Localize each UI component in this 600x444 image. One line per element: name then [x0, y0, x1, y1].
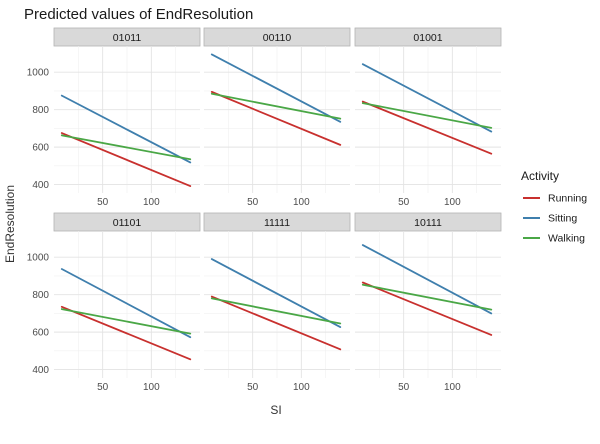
series-line-sitting: [60, 268, 192, 339]
x-tick-label: 100: [143, 197, 160, 208]
facet-strip-label: 11111: [264, 217, 290, 229]
series-line-running: [210, 295, 342, 351]
series-line-walking: [60, 134, 192, 161]
x-tick-label: 100: [293, 382, 310, 393]
x-tick-label: 100: [143, 382, 160, 393]
x-tick-label: 100: [444, 197, 461, 208]
series-line-walking: [210, 297, 342, 325]
facet-strip-label: 01001: [413, 32, 442, 44]
legend-label: Sitting: [548, 213, 577, 225]
x-tick-label: 100: [444, 382, 461, 393]
series-line-running: [361, 100, 493, 155]
x-tick-label: 100: [293, 197, 310, 208]
legend-label: Walking: [548, 233, 585, 245]
series-line-running: [60, 305, 192, 361]
x-axis-label: SI: [270, 403, 281, 417]
facet-strip-label: 01101: [113, 217, 142, 229]
legend-title: Activity: [521, 169, 559, 183]
x-tick-label: 50: [247, 197, 259, 208]
series-line-sitting: [60, 94, 192, 164]
series-line-sitting: [210, 258, 342, 328]
y-tick-label: 1000: [27, 68, 50, 79]
y-tick-label: 400: [32, 365, 49, 376]
facet-panel: 10111 50 100: [354, 212, 502, 393]
facet-panel: 00110 50 100: [203, 27, 351, 208]
facet-strip-label: 01011: [113, 32, 142, 44]
facet-panels: 01011 400 600 800 1000 50 100 00110 50 100 01001 50…: [27, 27, 502, 393]
series-line-running: [361, 281, 493, 336]
facet-strip-label: 00110: [263, 32, 292, 44]
series-line-running: [60, 132, 192, 187]
chart-title: Predicted values of EndResolution: [24, 6, 253, 23]
series-line-sitting: [361, 63, 493, 133]
series-line-sitting: [361, 244, 493, 315]
series-line-walking: [361, 283, 493, 311]
y-tick-label: 600: [32, 143, 49, 154]
x-tick-label: 50: [398, 197, 410, 208]
series-line-sitting: [210, 53, 342, 123]
facet-panel: 11111 50 100: [203, 212, 351, 393]
y-tick-label: 800: [32, 290, 49, 301]
series-line-walking: [60, 308, 192, 335]
x-tick-label: 50: [247, 382, 259, 393]
x-tick-label: 50: [398, 382, 410, 393]
series-line-walking: [210, 92, 342, 120]
facet-panel: 01001 50 100: [354, 27, 502, 208]
y-tick-label: 1000: [27, 253, 50, 264]
y-tick-label: 600: [32, 328, 49, 339]
x-tick-label: 50: [97, 197, 109, 208]
y-axis-label: EndResolution: [3, 185, 17, 263]
y-tick-label: 800: [32, 105, 49, 116]
facet-strip-label: 10111: [414, 217, 442, 229]
facet-panel: 01101 400 600 800 1000 50 100: [27, 212, 201, 393]
facet-panel: 01011 400 600 800 1000 50 100: [27, 27, 201, 208]
legend-label: Running: [548, 193, 587, 205]
series-line-running: [210, 90, 342, 146]
x-tick-label: 50: [97, 382, 109, 393]
y-tick-label: 400: [32, 180, 49, 191]
legend: Activity Running Sitting Walking: [521, 169, 587, 245]
series-line-walking: [361, 102, 493, 129]
